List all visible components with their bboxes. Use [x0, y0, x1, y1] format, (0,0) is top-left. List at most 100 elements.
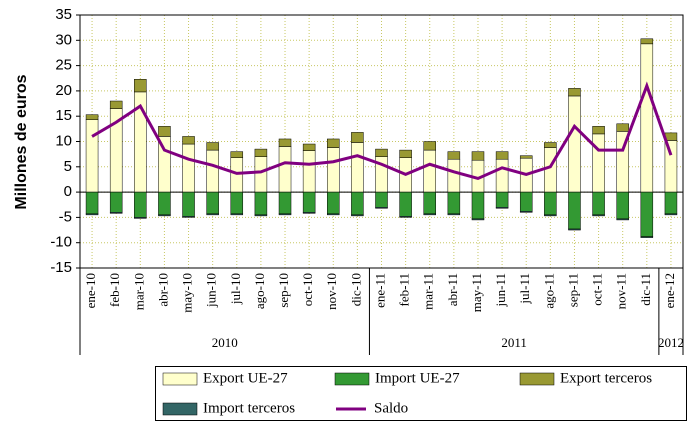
- bar: [302, 143, 316, 151]
- x-tick-label: abr-11: [445, 273, 460, 306]
- bar: [447, 191, 461, 215]
- legend-swatch: [519, 372, 555, 386]
- bar: [254, 214, 268, 217]
- y-tick-label: -5: [59, 208, 72, 225]
- bar: [640, 43, 654, 193]
- legend-swatch: [162, 372, 198, 386]
- x-tick-label: mar-11: [421, 273, 436, 310]
- y-tick-label: 35: [55, 6, 72, 23]
- bar: [158, 191, 171, 216]
- bar: [519, 155, 533, 159]
- x-tick-label: jul-10: [228, 273, 243, 305]
- bar: [495, 158, 509, 193]
- bar: [302, 191, 316, 213]
- x-tick-label: jun-10: [204, 273, 219, 308]
- bar: [664, 191, 678, 215]
- bar: [616, 218, 629, 221]
- bar: [616, 191, 629, 220]
- line-series: [91, 81, 673, 181]
- bar: [519, 191, 533, 212]
- bar: [254, 156, 268, 193]
- x-tick-label: mar-10: [131, 273, 146, 310]
- y-tick-label: -10: [50, 234, 72, 251]
- bar: [182, 216, 195, 218]
- bar: [375, 148, 388, 157]
- bar: [158, 214, 171, 217]
- bar: [568, 228, 581, 231]
- bar: [568, 191, 581, 230]
- bar: [351, 191, 364, 216]
- bar: [471, 218, 485, 221]
- bar: [182, 136, 195, 145]
- x-tick-label: abr-10: [155, 273, 170, 307]
- bar: [447, 213, 461, 216]
- bar: [568, 88, 581, 97]
- legend-label: Export terceros: [560, 370, 652, 386]
- y-tick-label: 10: [55, 132, 72, 149]
- y-tick-label: 30: [55, 31, 72, 48]
- bar: [399, 216, 412, 218]
- bar: [206, 213, 219, 216]
- bar: [544, 214, 557, 217]
- bar: [664, 140, 678, 193]
- bar: [230, 213, 244, 216]
- bar: [495, 191, 509, 208]
- bar: [351, 142, 364, 193]
- bar: [85, 191, 99, 215]
- bar: [254, 191, 268, 216]
- x-tick-label: ago-10: [252, 273, 267, 309]
- bar: [351, 132, 364, 143]
- bar: [640, 236, 654, 238]
- y-tick-label: 20: [55, 82, 72, 99]
- x-tick-label: dic-10: [348, 273, 363, 306]
- bar: [399, 191, 412, 217]
- legend-swatch: [334, 372, 370, 386]
- x-tick-label: nov-10: [324, 273, 339, 310]
- bar: [399, 149, 412, 158]
- bar: [230, 191, 244, 215]
- bar: [85, 114, 99, 120]
- legend-label: Import UE-27: [375, 370, 460, 386]
- bar: [592, 191, 605, 216]
- x-tick-label: may-11: [469, 273, 484, 312]
- bar: [495, 207, 509, 209]
- x-tick-label: may-10: [180, 273, 195, 313]
- group-label: 2011: [501, 335, 527, 350]
- bar: [544, 191, 557, 216]
- bar: [664, 213, 678, 216]
- y-tick-label: 15: [55, 107, 72, 124]
- x-tick-label: jun-11: [493, 273, 508, 307]
- x-tick-label: ene-12: [662, 273, 677, 308]
- bar: [471, 191, 485, 220]
- bar: [182, 191, 195, 217]
- group-label: 2012: [658, 335, 684, 350]
- bar: [109, 100, 123, 109]
- bar: [206, 142, 219, 151]
- bar: [302, 212, 316, 214]
- bar: [640, 38, 654, 45]
- y-axis-title: Millones de euros: [13, 74, 30, 209]
- x-tick-label: dic-11: [638, 273, 653, 306]
- bar: [544, 142, 557, 148]
- bar: [568, 95, 581, 193]
- bar: [134, 217, 147, 219]
- bar: [592, 133, 605, 193]
- x-tick-label: feb-11: [397, 273, 412, 306]
- bar: [375, 207, 388, 209]
- y-tick-label: 0: [64, 183, 72, 200]
- bar: [206, 149, 219, 193]
- plot-frame: [79, 14, 684, 269]
- bar: [495, 151, 509, 160]
- legend-label: Import terceros: [203, 400, 295, 416]
- bar: [254, 148, 268, 157]
- bar: [85, 119, 99, 193]
- bar: [327, 213, 340, 216]
- bar: [544, 147, 557, 193]
- legend-label: Saldo: [374, 400, 408, 416]
- bar: [327, 138, 340, 148]
- bar: [423, 141, 436, 151]
- bar: [471, 151, 485, 161]
- bar: [278, 138, 292, 147]
